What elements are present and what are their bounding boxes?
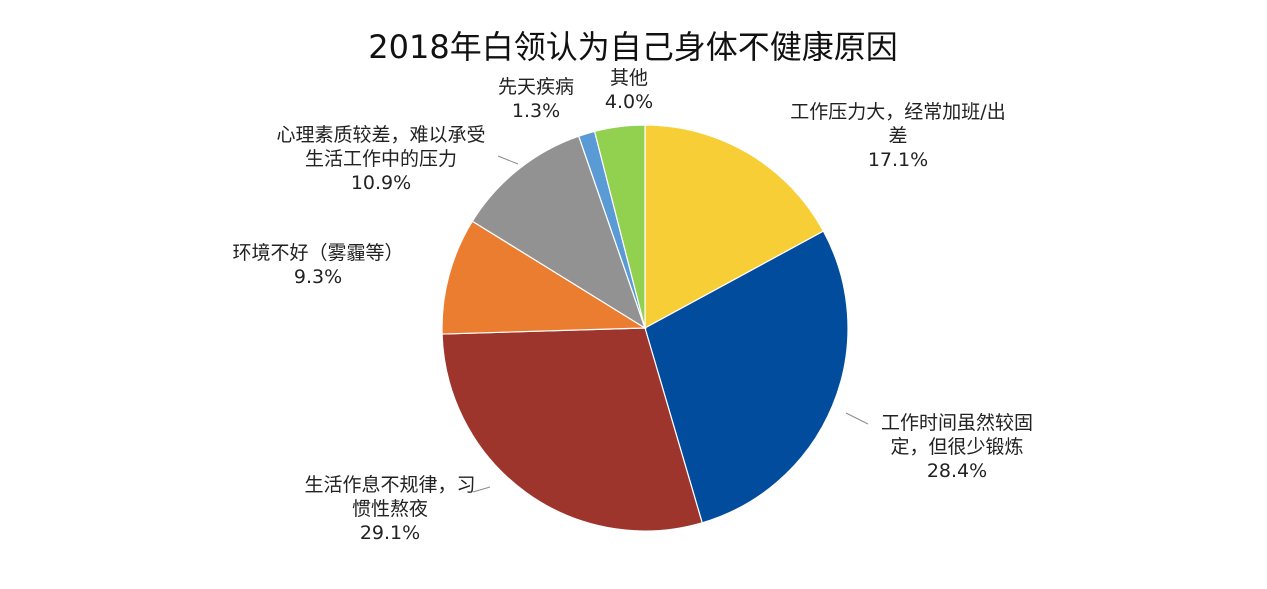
slice-name-label: 定，但很少锻炼 bbox=[890, 436, 1023, 458]
pie-slice bbox=[644, 230, 849, 524]
slice-name-label: 心理素质较差，难以承受 bbox=[276, 124, 485, 146]
slice-name-label: 其他 bbox=[610, 67, 648, 89]
slice-label: 先天疾病 1.3% bbox=[498, 76, 574, 122]
pie-slice bbox=[644, 124, 825, 330]
slice-labels: 工作压力大，经常加班/出差 17.1% 工作时间虽然较固定，但很少锻炼 28.4% 生活… bbox=[232, 67, 1033, 544]
slice-name-label: 生活工作中的压力 bbox=[305, 148, 457, 170]
slice-name-label: 生活作息不规律，习 bbox=[304, 474, 475, 496]
leader-line bbox=[472, 486, 491, 493]
slice-name-label: 工作压力大，经常加班/出 bbox=[790, 101, 1005, 123]
pie-slice bbox=[441, 327, 703, 532]
pie-slice bbox=[471, 135, 647, 330]
pie-slice bbox=[593, 124, 646, 329]
slice-value-label: 17.1% bbox=[868, 149, 928, 171]
slice-value-label: 28.4% bbox=[927, 460, 987, 482]
slice-label: 其他 4.0% bbox=[605, 67, 653, 113]
pie-slices bbox=[441, 124, 849, 532]
chart-title: 2018年白领认为自己身体不健康原因 bbox=[368, 28, 897, 66]
slice-label: 生活作息不规律，习惯性熬夜 29.1% bbox=[304, 474, 475, 544]
slice-value-label: 29.1% bbox=[360, 522, 420, 544]
slice-name-label: 惯性熬夜 bbox=[352, 498, 428, 520]
slice-label: 环境不好（雾霾等） 9.3% bbox=[232, 242, 403, 288]
slice-name-label: 差 bbox=[888, 125, 907, 147]
slice-label: 工作时间虽然较固定，但很少锻炼 28.4% bbox=[881, 412, 1033, 482]
slice-value-label: 1.3% bbox=[512, 100, 560, 122]
slice-value-label: 4.0% bbox=[605, 91, 653, 113]
slice-value-label: 10.9% bbox=[351, 172, 411, 194]
leader-lines bbox=[472, 155, 869, 493]
pie-slice bbox=[441, 220, 648, 335]
slice-label: 工作压力大，经常加班/出差 17.1% bbox=[790, 101, 1005, 171]
leader-line bbox=[845, 412, 869, 425]
slice-name-label: 环境不好（雾霾等） bbox=[232, 242, 403, 264]
slice-name-label: 先天疾病 bbox=[498, 76, 574, 98]
slice-name-label: 工作时间虽然较固 bbox=[881, 412, 1033, 434]
slice-value-label: 9.3% bbox=[294, 266, 342, 288]
slice-label: 心理素质较差，难以承受生活工作中的压力 10.9% bbox=[276, 124, 485, 194]
leader-line bbox=[497, 155, 519, 165]
